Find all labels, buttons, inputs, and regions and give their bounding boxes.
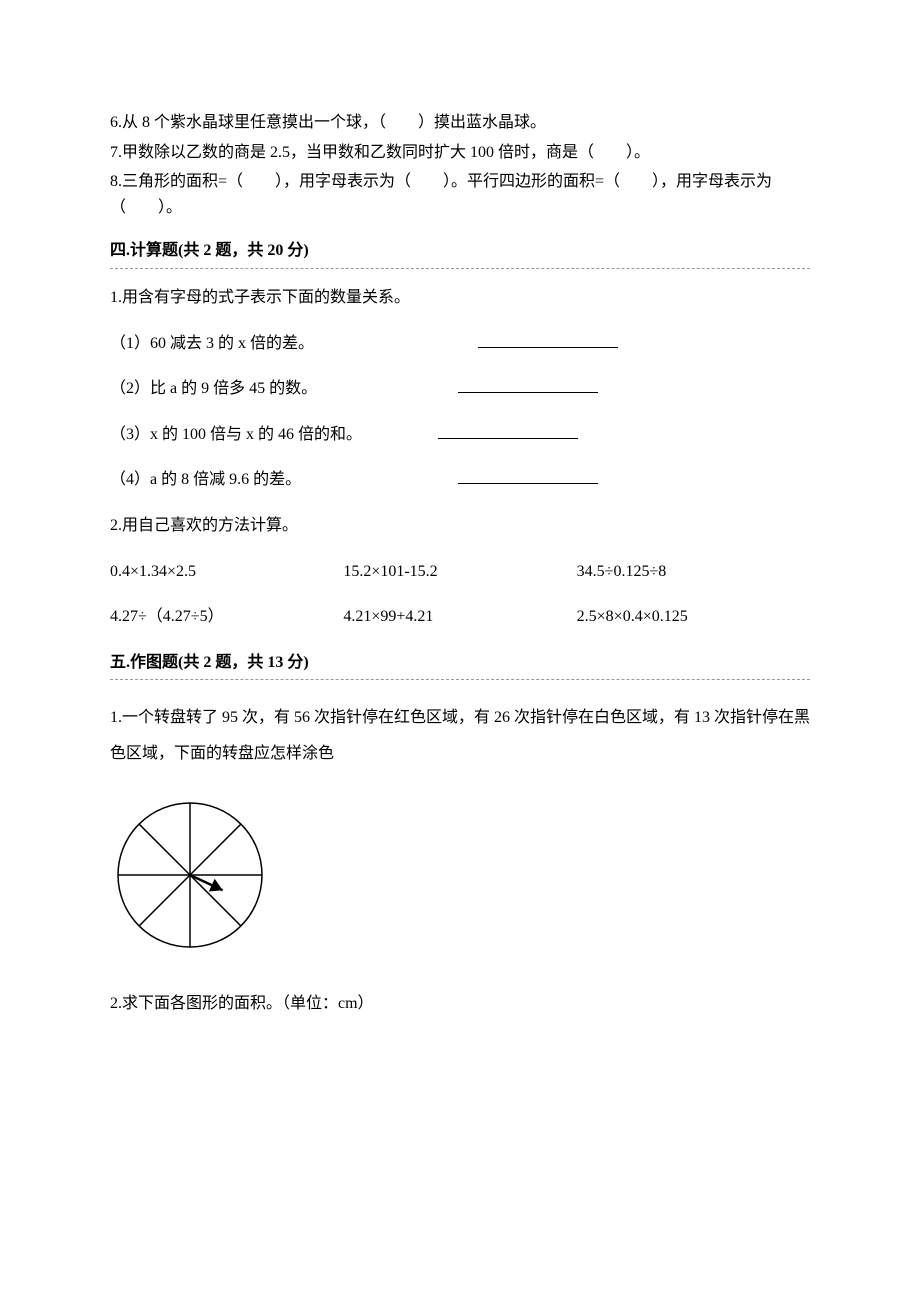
s4-q1-sub2-row: （2）比 a 的 9 倍多 45 的数。 [110,376,810,402]
s4-q1-stem: 1.用含有字母的式子表示下面的数量关系。 [110,285,810,311]
fill-q7: 7.甲数除以乙数的商是 2.5，当甲数和乙数同时扩大 100 倍时，商是（ ）。 [110,140,810,166]
fill-q6: 6.从 8 个紫水晶球里任意摸出一个球，（ ）摸出蓝水晶球。 [110,110,810,136]
s4-q1-sub4-row: （4）a 的 8 倍减 9.6 的差。 [110,467,810,493]
calc-expr: 34.5÷0.125÷8 [577,559,810,585]
section4-header: 四.计算题(共 2 题，共 20 分) [110,238,810,269]
section5-header: 五.作图题(共 2 题，共 13 分) [110,650,810,681]
s4-q1-sub1: （1）60 减去 3 的 x 倍的差。 [110,331,470,357]
answer-blank[interactable] [478,347,618,348]
calc-row-2: 4.27÷（4.27÷5） 4.21×99+4.21 2.5×8×0.4×0.1… [110,604,810,630]
calc-expr: 15.2×101-15.2 [343,559,576,585]
calc-expr: 0.4×1.34×2.5 [110,559,343,585]
spinner-diagram [110,795,810,955]
calc-expr: 4.21×99+4.21 [343,604,576,630]
fill-q8: 8.三角形的面积=（ ），用字母表示为（ ）。平行四边形的面积=（ ），用字母表… [110,169,810,220]
spinner-icon [110,795,270,955]
s4-q2-stem: 2.用自己喜欢的方法计算。 [110,513,810,539]
s5-q1: 1.一个转盘转了 95 次，有 56 次指针停在红色区域，有 26 次指针停在白… [110,700,810,770]
answer-blank[interactable] [438,438,578,439]
answer-blank[interactable] [458,392,598,393]
answer-blank[interactable] [458,483,598,484]
s4-q1-sub3-row: （3）x 的 100 倍与 x 的 46 倍的和。 [110,422,810,448]
s5-q2: 2.求下面各图形的面积。（单位：cm） [110,991,810,1017]
s4-q1-sub4: （4）a 的 8 倍减 9.6 的差。 [110,467,450,493]
calc-row-1: 0.4×1.34×2.5 15.2×101-15.2 34.5÷0.125÷8 [110,559,810,585]
calc-expr: 2.5×8×0.4×0.125 [577,604,810,630]
s4-q1-sub3: （3）x 的 100 倍与 x 的 46 倍的和。 [110,422,430,448]
calc-expr: 4.27÷（4.27÷5） [110,604,343,630]
s4-q1-sub1-row: （1）60 减去 3 的 x 倍的差。 [110,331,810,357]
s4-q1-sub2: （2）比 a 的 9 倍多 45 的数。 [110,376,450,402]
